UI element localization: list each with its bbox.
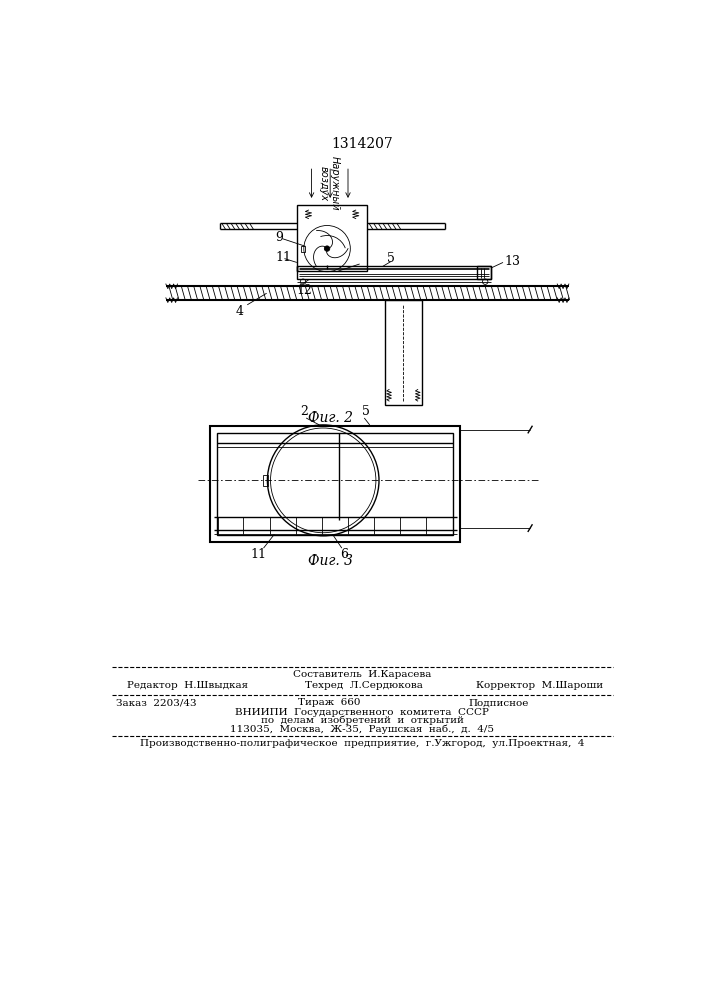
- Bar: [297, 205, 368, 271]
- Text: 4: 4: [235, 305, 243, 318]
- Bar: [263, 475, 268, 486]
- Text: Фиг. 3: Фиг. 3: [308, 554, 354, 568]
- Text: 13: 13: [505, 255, 520, 268]
- Text: Тираж  660: Тираж 660: [298, 698, 360, 707]
- Text: 6: 6: [340, 548, 348, 561]
- Text: Корректор  М.Шароши: Корректор М.Шароши: [476, 681, 603, 690]
- Text: 11: 11: [275, 251, 291, 264]
- Text: 12: 12: [296, 284, 312, 297]
- Bar: [297, 266, 491, 279]
- Text: 11: 11: [251, 548, 267, 561]
- Text: 5: 5: [387, 252, 395, 265]
- Text: по  делам  изобретений  и  открытий: по делам изобретений и открытий: [260, 716, 463, 725]
- Text: 9: 9: [275, 231, 283, 244]
- Text: Техред  Л.Сердюкова: Техред Л.Сердюкова: [305, 681, 423, 690]
- Text: 2: 2: [300, 405, 308, 418]
- Circle shape: [325, 246, 329, 251]
- Text: Фиг. 2: Фиг. 2: [308, 411, 354, 425]
- Bar: [210, 426, 460, 542]
- Text: Наружный
воздух: Наружный воздух: [319, 156, 340, 210]
- Text: Составитель  И.Карасева: Составитель И.Карасева: [293, 670, 431, 679]
- Text: 1314207: 1314207: [331, 137, 393, 151]
- Text: 5: 5: [362, 405, 370, 418]
- Text: Заказ  2203/43: Заказ 2203/43: [115, 698, 196, 707]
- Text: Производственно-полиграфическое  предприятие,  г.Ужгород,  ул.Проектная,  4: Производственно-полиграфическое предприя…: [140, 739, 584, 748]
- Text: 113035,  Москва,  Ж-35,  Раушская  наб.,  д.  4/5: 113035, Москва, Ж-35, Раушская наб., д. …: [230, 724, 494, 734]
- Text: ВНИИПИ  Государственного  комитета  СССР: ВНИИПИ Государственного комитета СССР: [235, 708, 489, 717]
- Bar: [300, 246, 305, 252]
- Bar: [217, 433, 453, 535]
- Text: Редактор  Н.Швыдкая: Редактор Н.Швыдкая: [127, 681, 248, 690]
- Text: Подписное: Подписное: [468, 698, 529, 707]
- Bar: [385, 300, 421, 405]
- Bar: [477, 266, 491, 279]
